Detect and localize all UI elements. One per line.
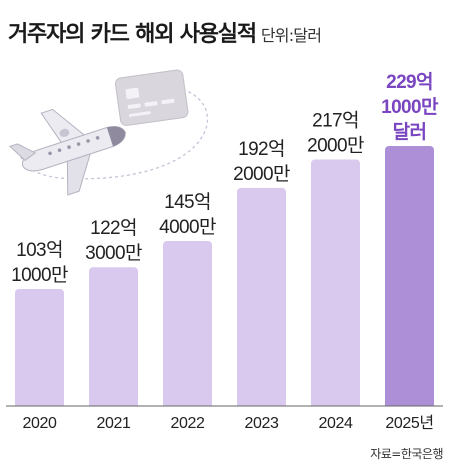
data-label: 2000만	[233, 163, 290, 185]
x-tick-labels-group: 2020 2021 2022 2023 2024 2025년	[23, 414, 435, 432]
axis-mask	[0, 406, 449, 412]
data-label: 달러	[393, 121, 427, 143]
x-tick-label: 2021	[97, 415, 131, 432]
bar-2020	[15, 288, 64, 410]
x-tick-label: 2020	[23, 415, 57, 432]
data-label: 229억	[386, 71, 433, 93]
bar-2023	[237, 187, 286, 410]
bar-2022	[163, 240, 212, 410]
data-label: 217억	[312, 110, 359, 132]
airplane-icon	[8, 108, 126, 196]
travel-illustration	[8, 69, 209, 196]
data-label: 1000만	[11, 264, 68, 286]
bars-group	[0, 146, 449, 412]
chart-header: 거주자의 카드 해외 사용실적 단위:달러	[8, 16, 322, 48]
data-label: 145억	[164, 191, 211, 213]
bar-2021	[89, 267, 138, 410]
data-label: 122억	[90, 217, 137, 239]
x-tick-label: 2024	[319, 415, 353, 432]
value-labels-group: 103억 1000만 122억 3000만 145억 4000만 192억 2000만 217억…	[11, 71, 439, 286]
x-tick-label: 2023	[245, 415, 279, 432]
bar-2024	[311, 159, 360, 410]
data-label: 1000만	[381, 96, 439, 118]
x-tick-label: 2022	[171, 415, 205, 432]
unit-label: 단위:달러	[260, 26, 322, 45]
data-label: 192억	[238, 138, 285, 160]
bar-2025년	[385, 146, 434, 410]
data-label: 3000만	[85, 242, 142, 264]
chart-title: 거주자의 카드 해외 사용실적	[8, 22, 257, 47]
data-label: 4000만	[159, 216, 216, 238]
source-note: 자료=한국은행	[370, 447, 443, 461]
data-label: 103억	[16, 239, 63, 261]
credit-card-icon	[114, 69, 189, 126]
data-label: 2000만	[307, 135, 364, 157]
x-tick-label: 2025년	[385, 414, 433, 432]
